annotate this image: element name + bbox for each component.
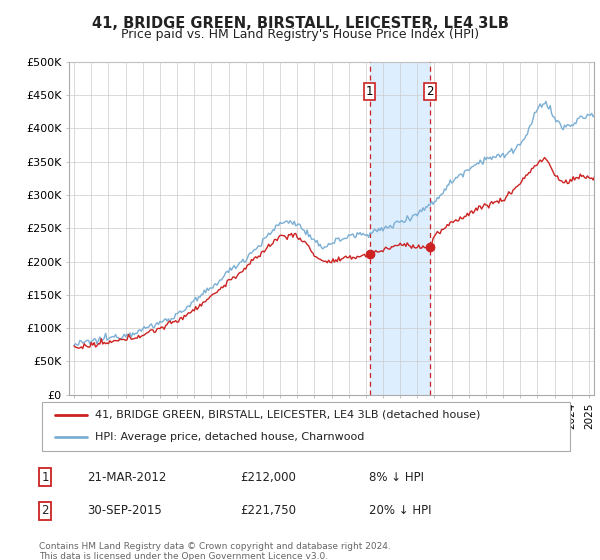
Text: £221,750: £221,750 (240, 504, 296, 517)
Text: 30-SEP-2015: 30-SEP-2015 (87, 504, 162, 517)
Text: 41, BRIDGE GREEN, BIRSTALL, LEICESTER, LE4 3LB (detached house): 41, BRIDGE GREEN, BIRSTALL, LEICESTER, L… (95, 410, 480, 420)
Text: Price paid vs. HM Land Registry's House Price Index (HPI): Price paid vs. HM Land Registry's House … (121, 28, 479, 41)
Text: 1: 1 (366, 85, 373, 98)
Text: HPI: Average price, detached house, Charnwood: HPI: Average price, detached house, Char… (95, 432, 364, 442)
Text: 8% ↓ HPI: 8% ↓ HPI (369, 470, 424, 484)
Text: 1: 1 (41, 470, 49, 484)
Text: 41, BRIDGE GREEN, BIRSTALL, LEICESTER, LE4 3LB: 41, BRIDGE GREEN, BIRSTALL, LEICESTER, L… (92, 16, 508, 31)
FancyBboxPatch shape (42, 402, 570, 451)
Text: 2: 2 (41, 504, 49, 517)
Text: 2: 2 (427, 85, 434, 98)
Text: 21-MAR-2012: 21-MAR-2012 (87, 470, 166, 484)
Text: 20% ↓ HPI: 20% ↓ HPI (369, 504, 431, 517)
Bar (370, 62, 430, 395)
Text: Contains HM Land Registry data © Crown copyright and database right 2024.
This d: Contains HM Land Registry data © Crown c… (39, 542, 391, 560)
Text: £212,000: £212,000 (240, 470, 296, 484)
